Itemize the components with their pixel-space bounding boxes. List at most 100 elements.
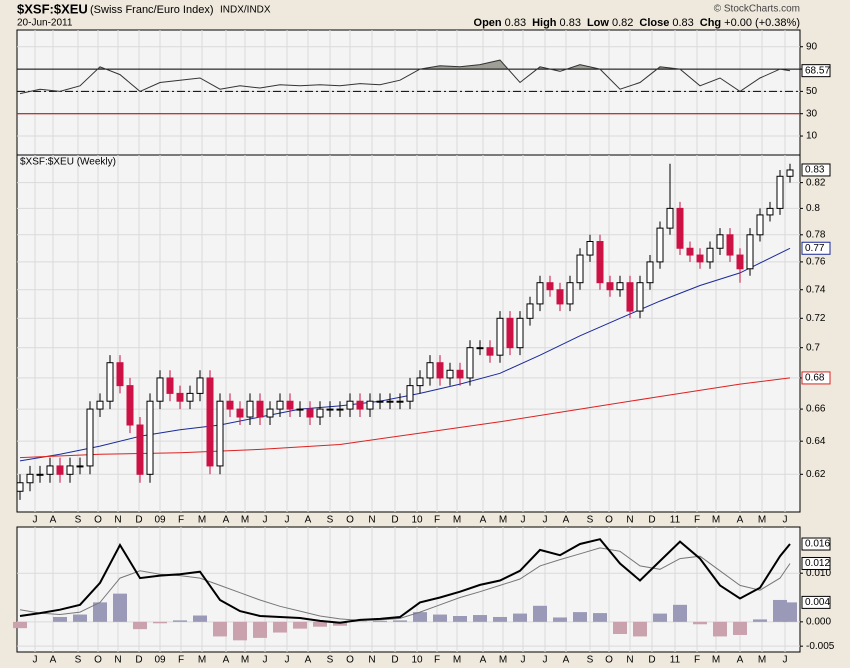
histogram-bar: [573, 612, 587, 622]
y-tick-label: 0.82: [806, 177, 826, 188]
histogram-bar: [133, 621, 147, 630]
candle-body: [396, 400, 404, 403]
x-tick-label: N: [114, 515, 121, 526]
x-tick-label: A: [305, 655, 312, 666]
candle-body: [686, 247, 694, 256]
x-tick-label: N: [368, 655, 375, 666]
x-tick-label: J: [33, 515, 38, 526]
histogram-bar: [473, 615, 487, 622]
x-tick-label: J: [521, 655, 526, 666]
candle-body: [716, 234, 724, 249]
histogram-bar: [153, 621, 167, 624]
candle-body: [476, 347, 484, 350]
histogram-bar: [653, 613, 667, 622]
y-tick-label: 50: [806, 86, 818, 97]
x-tick-label: M: [499, 515, 507, 526]
y-tick-label: -0.005: [806, 641, 835, 652]
x-tick-label: D: [391, 515, 398, 526]
histogram-bar: [673, 604, 687, 622]
candle-body: [296, 408, 304, 411]
histogram-bar: [393, 620, 407, 622]
candle-body: [566, 282, 574, 305]
x-tick-label: 10: [411, 655, 423, 666]
candle-body: [256, 400, 264, 418]
quote-value: 0.83: [505, 17, 526, 29]
histogram-bar: [293, 621, 307, 629]
candle-body: [616, 282, 624, 291]
y-tick-label: 0.62: [806, 469, 826, 480]
histogram-bar: [273, 621, 287, 633]
value-marker: 0.004: [805, 597, 830, 608]
quote-label: Open: [474, 17, 502, 29]
x-tick-label: 10: [411, 515, 423, 526]
value-marker-box: [801, 537, 831, 551]
candle-body: [726, 234, 734, 256]
x-tick-label: O: [94, 515, 102, 526]
y-tick-label: 30: [806, 108, 818, 119]
candle-body: [646, 261, 654, 284]
candle-body: [406, 385, 414, 402]
candle-body: [506, 317, 514, 349]
x-tick-label: F: [434, 515, 440, 526]
y-tick-label: 10: [806, 131, 818, 142]
candle-body: [486, 347, 494, 356]
x-tick-label: J: [285, 655, 290, 666]
candle-body: [386, 400, 394, 403]
candle-body: [556, 289, 564, 305]
x-tick-label: N: [368, 515, 375, 526]
candle-body: [346, 400, 354, 410]
candle-body: [66, 465, 74, 475]
x-tick-label: S: [327, 655, 334, 666]
x-tick-label: N: [626, 655, 633, 666]
candle-body: [166, 377, 174, 394]
candle-body: [16, 482, 24, 492]
histogram-bar: [73, 614, 87, 622]
y-tick-label: 0.66: [806, 404, 826, 415]
candle-body: [126, 385, 134, 426]
candle-body: [356, 400, 364, 410]
candle-body: [596, 241, 604, 284]
histogram-bar: [433, 614, 447, 622]
x-tick-label: N: [626, 515, 633, 526]
quote-value: 0.83: [560, 17, 581, 29]
candle-body: [706, 247, 714, 263]
candle-body: [96, 400, 104, 410]
quote-label: High: [532, 17, 557, 29]
candle-body: [216, 400, 224, 467]
value-marker-box: [801, 241, 831, 255]
histogram-bar: [753, 619, 767, 622]
x-tick-label: O: [605, 655, 613, 666]
candle-body: [766, 207, 774, 216]
x-tick-label: 09: [154, 515, 166, 526]
copyright: © StockCharts.com: [714, 4, 800, 15]
exchange: INDX/INDX: [220, 5, 271, 16]
candle-body: [46, 465, 54, 475]
x-tick-label: A: [737, 655, 744, 666]
y-tick-label: 0.74: [806, 284, 826, 295]
value-marker-box: [801, 595, 831, 609]
panel-title: $XSF:$XEU (Weekly): [20, 157, 116, 168]
y-tick-label: 0.8: [806, 203, 820, 214]
histogram-bar: [413, 612, 427, 622]
x-tick-label: A: [223, 515, 230, 526]
x-tick-label: A: [563, 515, 570, 526]
candle-body: [746, 234, 754, 270]
x-tick-label: A: [50, 655, 57, 666]
candle-body: [196, 377, 204, 394]
x-tick-label: F: [694, 655, 700, 666]
x-tick-label: J: [783, 515, 788, 526]
date: 20-Jun-2011: [17, 18, 73, 29]
x-tick-label: M: [712, 515, 720, 526]
candle-body: [576, 254, 584, 284]
quote-label: Low: [587, 17, 609, 29]
x-tick-label: M: [198, 515, 206, 526]
candle-body: [136, 424, 144, 475]
candle-body: [226, 400, 234, 410]
x-tick-label: O: [346, 655, 354, 666]
macd-line: [19, 538, 791, 624]
histogram-bar: [513, 613, 527, 622]
candle-body: [266, 408, 274, 418]
candle-body: [756, 214, 764, 236]
x-tick-label: J: [263, 655, 268, 666]
